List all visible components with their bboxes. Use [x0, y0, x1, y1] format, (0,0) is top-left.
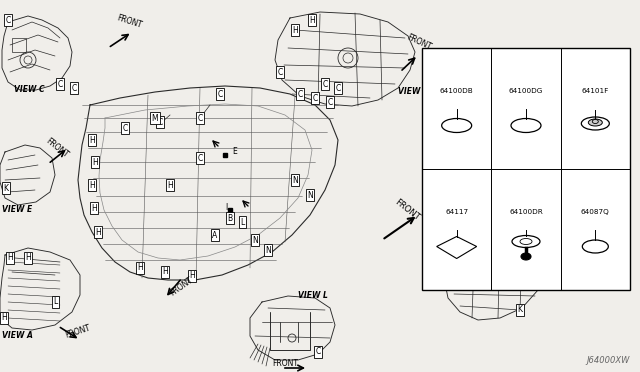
Text: H: H [89, 135, 95, 144]
Text: K: K [564, 52, 571, 61]
Text: H: H [7, 253, 13, 263]
Text: 64101F: 64101F [582, 87, 609, 93]
Text: H: H [309, 16, 315, 25]
Text: VIEW D: VIEW D [453, 225, 484, 234]
Text: J64000XW: J64000XW [587, 356, 630, 365]
Ellipse shape [521, 253, 531, 260]
Text: FRONT: FRONT [168, 276, 195, 298]
Text: C: C [426, 52, 432, 61]
Text: N: N [252, 235, 258, 244]
Text: C: C [323, 80, 328, 89]
Text: K: K [477, 235, 483, 244]
Text: C: C [277, 67, 283, 77]
Bar [12, 38, 26, 52]
Text: 64100DR: 64100DR [509, 208, 543, 215]
Text: M: M [495, 173, 502, 183]
Text: FRONT: FRONT [393, 197, 421, 222]
Text: H: H [91, 203, 97, 212]
Text: C: C [335, 83, 340, 93]
Text: H: H [1, 314, 7, 323]
Text: B: B [227, 214, 232, 222]
Text: C: C [218, 90, 223, 99]
Text: L: L [240, 218, 244, 227]
Text: C: C [122, 124, 127, 132]
Text: H: H [162, 267, 168, 276]
Text: VIEW A: VIEW A [2, 331, 33, 340]
Text: 64117: 64117 [445, 208, 468, 215]
Text: H: H [89, 180, 95, 189]
Text: FRONT: FRONT [272, 359, 298, 368]
Text: M: M [152, 113, 158, 122]
Text: C: C [328, 97, 333, 106]
Text: VIEW L: VIEW L [298, 291, 328, 300]
Text: E: E [232, 147, 237, 156]
Text: N: N [307, 190, 313, 199]
Text: A: A [212, 231, 218, 240]
Text: C: C [72, 83, 77, 93]
Text: VIEW E: VIEW E [2, 205, 32, 214]
Text: H: H [92, 157, 98, 167]
Text: L: L [53, 298, 57, 307]
Text: C: C [58, 80, 63, 89]
Text: 64100DB: 64100DB [440, 87, 474, 93]
Text: H: H [25, 253, 31, 263]
Text: 64100DG: 64100DG [509, 87, 543, 93]
Text: FRONT: FRONT [64, 323, 92, 340]
Text: N: N [292, 176, 298, 185]
Text: H: H [459, 235, 465, 244]
Text: H: H [95, 228, 101, 237]
Text: I: I [226, 203, 228, 212]
Text: H: H [292, 26, 298, 35]
Text: C: C [298, 90, 303, 99]
Text: VIEW B: VIEW B [398, 87, 429, 96]
Text: K: K [3, 183, 8, 192]
Text: C: C [5, 16, 11, 25]
Bar [422, 48, 630, 290]
Text: H: H [189, 272, 195, 280]
Text: C: C [312, 93, 317, 103]
Text: FRONT: FRONT [44, 137, 70, 160]
Text: C: C [316, 347, 321, 356]
Text: L: L [426, 173, 431, 183]
Text: FRONT: FRONT [116, 13, 143, 30]
Text: N: N [265, 246, 271, 254]
Text: K: K [518, 305, 522, 314]
Text: H: H [495, 52, 502, 61]
Ellipse shape [588, 119, 602, 126]
Text: H: H [137, 263, 143, 273]
Text: C: C [157, 118, 163, 126]
Text: H: H [167, 180, 173, 189]
Text: 64087Q: 64087Q [581, 208, 610, 215]
Text: C: C [453, 257, 459, 266]
Text: C: C [197, 154, 203, 163]
Text: VIEW C: VIEW C [14, 85, 45, 94]
Text: H: H [467, 257, 473, 266]
Text: C: C [197, 113, 203, 122]
Text: FRONT: FRONT [405, 33, 433, 52]
Text: N: N [564, 173, 571, 183]
